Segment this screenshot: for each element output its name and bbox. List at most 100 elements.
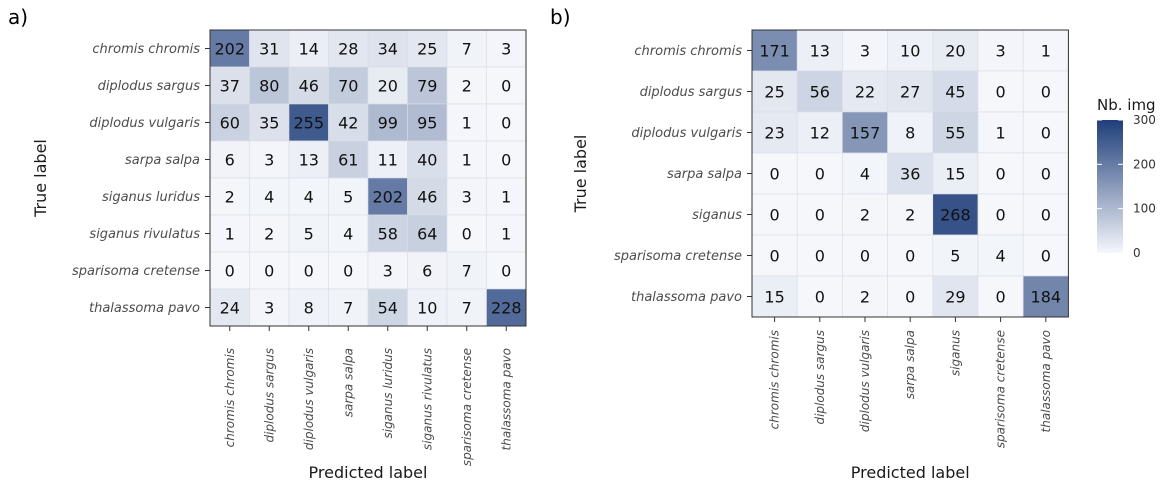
cell-value-label: 5 <box>950 247 960 266</box>
cell-value-label: 60 <box>220 114 240 133</box>
cell-value-label: 56 <box>810 83 830 102</box>
cell-value-label: 0 <box>996 206 1006 225</box>
cell-value-label: 58 <box>378 225 398 244</box>
panel-b: b)171 13 3 10 20 3 125 56 22 27 45 0 023 12 157 8 55 1 00 0… <box>550 5 1069 482</box>
heatmap-cell <box>407 251 448 290</box>
x-tick-label: diplodus vulgaris <box>302 348 316 450</box>
heatmap-cell <box>796 111 843 154</box>
heatmap-cell <box>977 29 1024 72</box>
x-axis-title: Predicted label <box>851 463 970 482</box>
heatmap-cell <box>932 111 979 154</box>
cell-value-label: 55 <box>945 124 965 143</box>
cell-value-label: 0 <box>996 288 1006 307</box>
heatmap-cell <box>977 275 1024 318</box>
cell-value-label: 27 <box>900 83 920 102</box>
cell-value-label: 42 <box>338 114 358 133</box>
heatmap-cell <box>842 70 888 113</box>
heatmap-cell <box>328 66 369 105</box>
heatmap-cell <box>486 66 527 105</box>
heatmap-cell <box>842 111 888 154</box>
heatmap-cell <box>446 140 487 179</box>
heatmap-cell <box>751 234 798 277</box>
heatmap-cell <box>751 111 798 154</box>
x-tick-label: diplodus sargus <box>813 330 827 425</box>
heatmap-cell <box>887 193 934 236</box>
heatmap-cell <box>446 214 487 253</box>
cell-value-label: 0 <box>1041 247 1051 266</box>
cell-value-label: 31 <box>259 40 279 59</box>
legend-colorbar <box>1097 120 1123 253</box>
cell-value-label: 0 <box>1041 124 1051 143</box>
cell-value-label: 7 <box>462 262 472 281</box>
cell-value-label: 0 <box>501 151 511 170</box>
cell-value-label: 4 <box>343 225 353 244</box>
x-tick-label: sparisoma cretense <box>994 330 1008 448</box>
heatmap-cell <box>796 275 843 318</box>
cell-value-label: 3 <box>264 151 274 170</box>
cell-value-label: 10 <box>900 42 920 61</box>
y-tick-label: siganus luridus <box>102 190 200 205</box>
legend-tick-label: 300 <box>1133 113 1156 127</box>
cell-value-label: 24 <box>220 299 240 318</box>
cell-value-label: 46 <box>417 188 437 207</box>
heatmap-cell <box>407 177 448 216</box>
heatmap-cell <box>796 29 843 72</box>
heatmap-cell <box>1022 193 1069 236</box>
x-tick-label: sarpa salpa <box>903 330 917 399</box>
y-tick-label: chromis chromis <box>634 44 742 59</box>
heatmap-cell <box>446 251 487 290</box>
cell-value-label: 0 <box>225 262 235 281</box>
heatmap-cell <box>288 251 329 290</box>
cell-value-label: 36 <box>900 165 920 184</box>
cell-value-label: 8 <box>304 299 314 318</box>
heatmap-cell <box>367 140 408 179</box>
cell-value-label: 54 <box>378 299 398 318</box>
heatmap-cell <box>367 214 408 253</box>
heatmap-cell <box>796 70 843 113</box>
x-axis-title: Predicted label <box>309 463 428 482</box>
cell-value-label: 2 <box>905 206 915 225</box>
heatmap-cell <box>328 177 369 216</box>
cell-value-label: 0 <box>264 262 274 281</box>
heatmap-cell <box>367 103 408 142</box>
cell-value-label: 0 <box>501 114 511 133</box>
cell-value-label: 0 <box>1041 206 1051 225</box>
cell-value-label: 171 <box>759 42 790 61</box>
cell-value-label: 2 <box>225 188 235 207</box>
cell-value-label: 25 <box>417 40 437 59</box>
heatmap-cell <box>1022 111 1069 154</box>
cell-value-label: 0 <box>770 206 780 225</box>
cell-value-label: 99 <box>378 114 398 133</box>
cell-value-label: 70 <box>338 77 358 96</box>
cell-value-label: 255 <box>293 114 324 133</box>
cell-value-label: 34 <box>378 40 398 59</box>
x-tick-label: sparisoma cretense <box>460 348 474 466</box>
x-tick-label: chromis chromis <box>768 330 782 429</box>
cell-value-label: 23 <box>764 124 784 143</box>
panel-a: a)202 31 14 28 34 25 7 337 80 46 70 20 79 2 060 35 255 42… <box>8 5 527 482</box>
cell-value-label: 202 <box>372 188 403 207</box>
cell-value-label: 0 <box>996 165 1006 184</box>
cell-value-label: 0 <box>462 225 472 244</box>
heatmap-cell <box>887 234 934 277</box>
cell-value-label: 184 <box>1031 288 1062 307</box>
cell-value-label: 4 <box>860 165 870 184</box>
y-tick-label: sparisoma cretense <box>614 249 742 264</box>
heatmap-cell <box>1022 234 1069 277</box>
cell-value-label: 46 <box>299 77 319 96</box>
heatmap-cell <box>842 275 888 318</box>
cell-value-label: 10 <box>417 299 437 318</box>
cell-value-label: 228 <box>491 299 522 318</box>
cell-value-label: 12 <box>810 124 830 143</box>
heatmap-cell <box>249 103 290 142</box>
heatmap-cell <box>367 288 408 327</box>
cell-value-label: 0 <box>815 247 825 266</box>
y-tick-label: diplodus sargus <box>98 79 201 94</box>
cell-value-label: 0 <box>815 165 825 184</box>
heatmap-cell <box>796 193 843 236</box>
cell-value-label: 0 <box>770 165 780 184</box>
x-tick-label: siganus <box>948 330 962 376</box>
y-tick-label: chromis chromis <box>92 42 200 57</box>
cell-value-label: 28 <box>338 40 358 59</box>
cell-value-label: 4 <box>264 188 274 207</box>
